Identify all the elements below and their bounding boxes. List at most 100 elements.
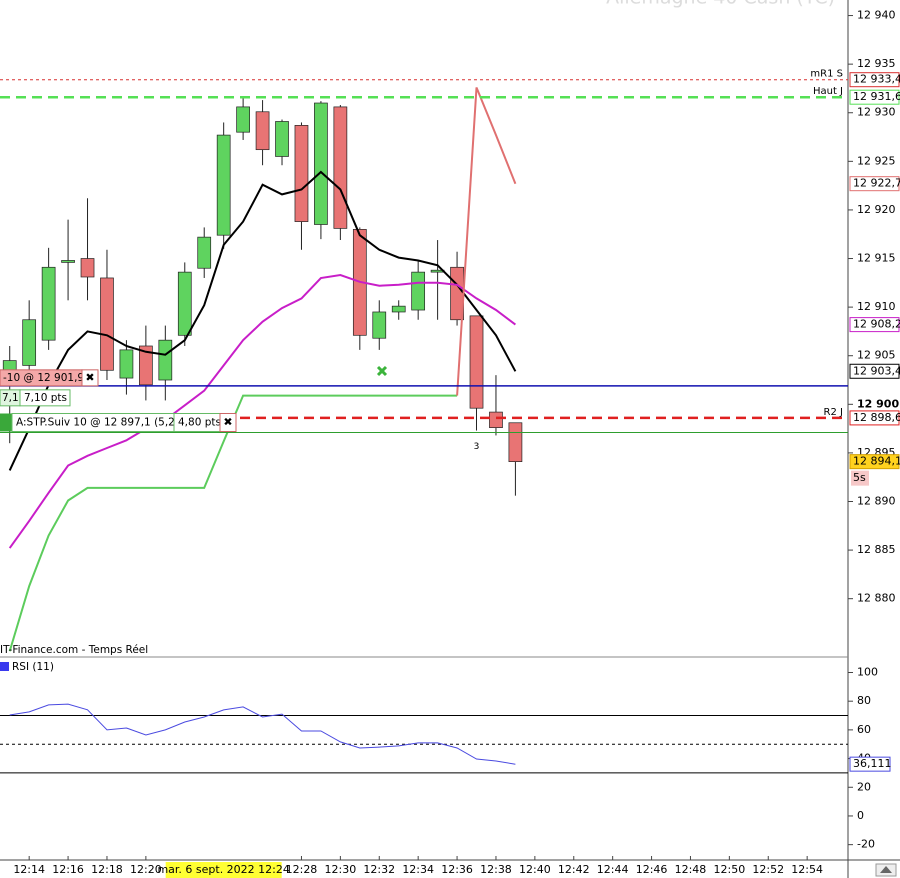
timer-bg bbox=[851, 470, 869, 486]
timer: 5s bbox=[853, 471, 866, 484]
rsi-tick-label: 20 bbox=[857, 780, 871, 793]
candle-body bbox=[314, 102, 328, 225]
x-tick-label: 12:36 bbox=[441, 863, 473, 876]
y-tick-label: 12 915 bbox=[857, 252, 896, 265]
candle-body bbox=[139, 345, 153, 386]
x-tick-label: 12:44 bbox=[597, 863, 629, 876]
y-tick-label: 12 905 bbox=[857, 349, 896, 362]
x-tick-label: 12:16 bbox=[52, 863, 84, 876]
candle-body bbox=[61, 260, 75, 263]
candle-body bbox=[294, 125, 309, 222]
indicator-line bbox=[8, 170, 517, 471]
x-tick-label: 12:18 bbox=[91, 863, 123, 876]
y-tick-label: 12 920 bbox=[857, 203, 896, 216]
rsi-panel bbox=[0, 703, 848, 774]
order-label: -10 @ 12 901,9 bbox=[3, 372, 84, 384]
rsi-tag-bg bbox=[849, 756, 891, 772]
scroll-icon bbox=[880, 866, 892, 873]
x-tick-label: 12:20 bbox=[130, 863, 162, 876]
y-tick-label: 12 900 bbox=[857, 397, 899, 410]
level-name: R2 J bbox=[824, 407, 843, 418]
last-price: 12 894,1 bbox=[853, 455, 900, 468]
candle-body bbox=[372, 311, 387, 339]
order-info: 7,1 bbox=[2, 392, 19, 404]
last-price-bg bbox=[849, 454, 900, 470]
x-tick-label: 12:28 bbox=[286, 863, 318, 876]
rsi-legend-swatch bbox=[0, 662, 9, 671]
price-tag-bg bbox=[849, 317, 900, 333]
x-tick-label: 12:38 bbox=[480, 863, 512, 876]
order-label: A:STP.Suiv 10 @ 12 897,1 (5,2) bbox=[16, 416, 179, 428]
x-tick-label: 12:40 bbox=[519, 863, 551, 876]
candle-body bbox=[489, 411, 503, 428]
candle-body bbox=[411, 271, 426, 311]
indicator-line bbox=[456, 87, 517, 396]
y-tick-label: 12 940 bbox=[857, 9, 896, 22]
source-label: IT-Finance.com - Temps Réel bbox=[0, 644, 148, 656]
rsi-tick-label: 60 bbox=[857, 723, 871, 736]
y-tick-label: 12 935 bbox=[857, 57, 896, 70]
price-tag: 12 908,2 bbox=[853, 318, 900, 331]
y-tick-label: 12 880 bbox=[857, 592, 896, 605]
x-tick-label: 12:34 bbox=[402, 863, 434, 876]
price-tag: 12 898,6 bbox=[853, 411, 900, 424]
execution-marker bbox=[376, 365, 388, 377]
price-tag: 12 931,6 bbox=[853, 90, 900, 103]
price-tag: 12 933,4 bbox=[853, 73, 900, 86]
price-tag-bg bbox=[849, 89, 900, 105]
cursor-label-bg bbox=[165, 862, 282, 878]
candle-body bbox=[22, 319, 37, 366]
x-tick-label: 12:48 bbox=[675, 863, 707, 876]
instrument-title: Allemagne 40 Cash (TC) bbox=[606, 0, 835, 9]
indicator-line bbox=[8, 273, 517, 549]
y-tick-label: 12 925 bbox=[857, 154, 896, 167]
rsi-legend: RSI (11) bbox=[12, 661, 54, 673]
level-name: mR1 S bbox=[810, 69, 843, 80]
order-close bbox=[219, 412, 237, 432]
cursor-label: mar. 6 sept. 2022 12:24 bbox=[157, 863, 289, 876]
price-tag-bg bbox=[849, 410, 900, 426]
x-tick-label: 12:42 bbox=[558, 863, 590, 876]
x-tick-label: 12:30 bbox=[325, 863, 357, 876]
x-tick-label: 12:54 bbox=[791, 863, 823, 876]
candle-body bbox=[391, 305, 406, 313]
rsi-line bbox=[9, 703, 516, 765]
x-tick-label: 12:46 bbox=[636, 863, 668, 876]
candle-body bbox=[197, 236, 212, 269]
candle-body bbox=[333, 106, 348, 229]
candle-body bbox=[469, 315, 484, 409]
candle-body bbox=[216, 134, 231, 236]
rsi-tick-label: 100 bbox=[857, 665, 878, 678]
order-close bbox=[81, 369, 99, 387]
y-tick-label: 12 930 bbox=[857, 106, 896, 119]
price-tag-bg bbox=[849, 72, 900, 88]
candle-body bbox=[41, 266, 56, 341]
candle-body bbox=[275, 121, 289, 157]
order-icon bbox=[0, 413, 12, 432]
order-close-icon: ✖ bbox=[85, 371, 94, 384]
marker-label: 3 bbox=[474, 442, 480, 452]
price-tag: 12 922,7 bbox=[853, 177, 900, 190]
y-tick-label: 12 890 bbox=[857, 494, 896, 507]
x-tick-label: 12:50 bbox=[714, 863, 746, 876]
candle-body bbox=[119, 349, 134, 379]
level-name: Haut J bbox=[813, 86, 843, 97]
x-tick-label: 12:32 bbox=[363, 863, 395, 876]
rsi-tick-label: 80 bbox=[857, 694, 871, 707]
candle-body bbox=[177, 271, 192, 336]
plot-layer: 12 940 12 935 12 930 12 925 12 920 12 915 12 9… bbox=[0, 9, 900, 878]
rsi-tick-label: -20 bbox=[857, 838, 875, 851]
y-tick-label: 12 885 bbox=[857, 543, 896, 556]
price-tag: 12 903,4 bbox=[853, 364, 900, 377]
candle-body bbox=[158, 339, 173, 381]
price-tag-bg bbox=[849, 363, 900, 379]
order-info: 7,10 pts bbox=[24, 392, 67, 404]
candle-body bbox=[255, 111, 270, 151]
main-panel bbox=[2, 87, 523, 652]
order-close-icon: ✖ bbox=[223, 415, 232, 428]
order-info: 4,80 pts bbox=[178, 416, 221, 428]
order-info-box bbox=[19, 389, 71, 407]
candle-body bbox=[236, 106, 250, 133]
